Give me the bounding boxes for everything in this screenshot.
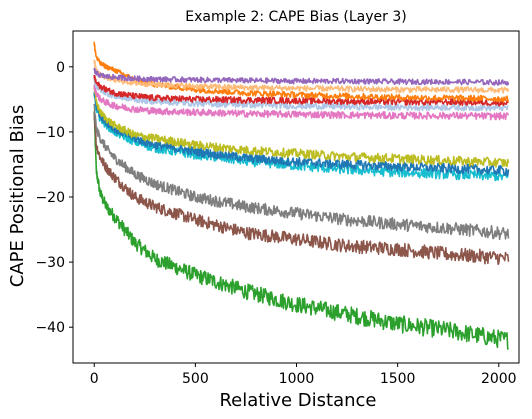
x-tick-label-0: 0	[90, 371, 99, 387]
y-tick-label-1: −10	[35, 125, 65, 141]
y-axis-label: CAPE Positional Bias	[7, 105, 28, 287]
series-line-6	[93, 85, 510, 168]
y-tick-label-3: −30	[35, 255, 65, 271]
x-axis-label: Relative Distance	[219, 390, 376, 411]
x-tick-label-1: 500	[182, 371, 209, 387]
x-axis: 0 500 1000 1500 2000	[90, 363, 517, 387]
series-line-3	[93, 103, 510, 241]
x-tick-label-3: 1500	[380, 371, 416, 387]
series-line-5	[93, 92, 510, 177]
series-line-8	[93, 77, 509, 112]
y-axis: 0 −10 −20 −30 −40	[35, 60, 73, 336]
chart-title: Example 2: CAPE Bias (Layer 3)	[185, 9, 406, 25]
series-line-4	[93, 91, 509, 182]
x-tick-label-4: 2000	[481, 371, 517, 387]
y-tick-label-2: −20	[35, 190, 65, 206]
x-tick-label-2: 1000	[279, 371, 315, 387]
y-tick-label-0: 0	[56, 60, 65, 76]
series-line-9	[93, 74, 509, 107]
series-line-10	[93, 41, 510, 103]
series-line-12	[93, 67, 510, 86]
plot-lines	[93, 41, 510, 351]
series-line-7	[93, 83, 510, 121]
series-line-1	[93, 111, 509, 351]
series-line-2	[93, 112, 510, 266]
series-line-11	[93, 59, 510, 94]
y-tick-label-4: −40	[35, 320, 65, 336]
